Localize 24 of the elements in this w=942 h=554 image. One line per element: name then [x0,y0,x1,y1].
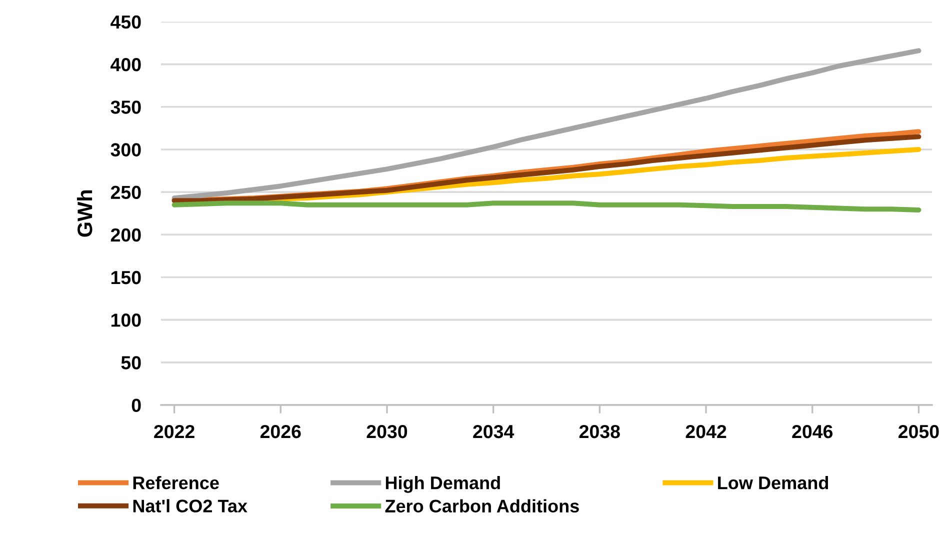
legend-label: Zero Carbon Additions [385,499,579,512]
legend-label: Reference [133,476,219,490]
y-tick-label: 300 [110,143,141,156]
x-tick-label: 2050 [898,424,939,438]
legend-label: Low Demand [718,476,828,490]
x-tick-label: 2034 [473,424,514,438]
y-tick-label: 400 [110,58,141,72]
legend-label: Nat'l CO2 Tax [133,499,248,512]
y-tick-label: 350 [110,100,141,114]
y-axis-title: GWh [76,190,92,237]
y-tick-label: 450 [110,15,141,29]
y-tick-label: 100 [111,314,141,327]
y-tick-label: 150 [111,270,141,284]
legend-label: High Demand [386,476,500,493]
x-tick-label: 2042 [686,424,726,438]
y-tick-label: 250 [110,186,141,200]
y-tick-label: 50 [121,356,141,370]
y-tick-label: 200 [110,228,141,242]
x-tick-label: 2046 [792,424,833,438]
x-tick-label: 2030 [366,424,408,438]
y-tick-label: 0 [132,398,141,412]
x-tick-label: 2026 [260,424,301,438]
x-tick-label: 2022 [154,424,194,438]
x-tick-label: 2038 [579,424,620,438]
